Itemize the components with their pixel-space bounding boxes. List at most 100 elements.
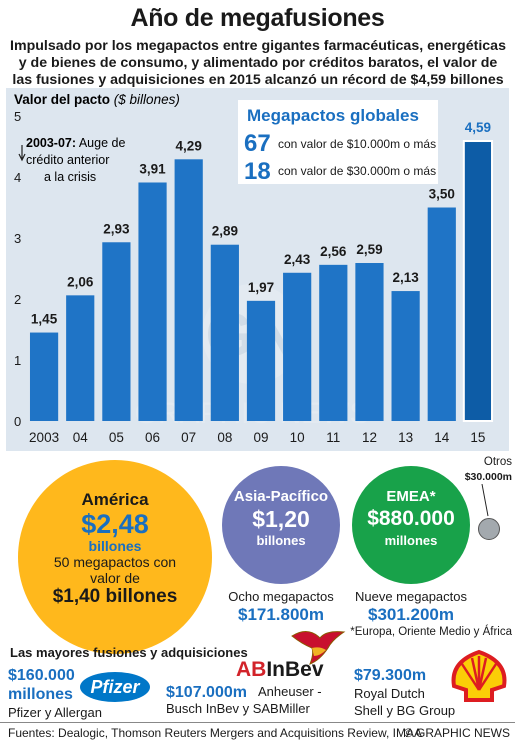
megapactos-text-1: con valor de $10.000m o más [278,137,436,151]
footer-divider [0,722,515,723]
svg-text:Valor del pacto ($ billone: Valor del pacto ($ billones) [14,92,180,107]
emea-value: $880.000 [367,507,455,530]
bar [283,272,312,421]
emea-unit: millones [384,533,438,548]
bar [102,242,131,421]
bar-value-label: 2,59 [356,242,382,257]
deal1-value-line1: $160.000 [8,667,75,684]
america-deals-line1: 50 megapactos con [53,554,177,570]
america-deals-value: $1,40 billones [52,586,178,607]
y-tick-label: 3 [14,231,21,246]
otros-label: Otros [483,456,512,468]
asia-circle: Asia-Pacífico $1,20 billones [222,466,340,584]
america-value: $2,48 [81,509,149,539]
otros-pointer [481,484,489,517]
deal3-value: $79.300m [354,667,427,684]
otros-value: $30.000m [464,471,512,483]
page-subtitle: Impulsado por los megapactos entre gigan… [10,38,506,88]
x-tick-label: 07 [181,430,196,445]
bar-value-label: 2,93 [103,221,130,236]
bar-value-label: 2,43 [284,252,311,267]
x-tick-label: 11 [326,430,340,445]
y-tick-label: 1 [14,353,21,368]
bar-value-label: 2,89 [212,224,238,239]
deal1-value-line2: millones [8,686,73,703]
pfizer-logo: Pfizer [80,672,150,702]
bar-value-label: 1,97 [248,280,274,295]
x-tick-label: 08 [217,430,232,445]
america-deals-line2: valor de [90,570,140,586]
asia-name: Asia-Pacífico [233,488,329,505]
emea-circle: EMEA* $880.000 millones [352,466,470,584]
bar-value-label: 2,13 [392,270,419,285]
bar-value-label: 4,59 [465,120,491,135]
deal3-names-line1: Royal Dutch [354,686,425,701]
shell-icon [451,649,507,702]
megapactos-count-2: 18 [244,158,271,185]
asia-deals-label: Ocho megapactos [228,589,334,604]
bar [355,263,384,421]
x-tick-label: 09 [253,430,268,445]
bar-chart: GN GRAPHIC NEWS 1,4520032,06042,93053,91… [14,92,494,445]
megapactos-count-1: 67 [244,130,271,157]
deal3-names-line2: Shell y BG Group [354,703,456,718]
y-axis-unit: ($ billones) [114,92,180,107]
deal2-value: $107.000m [166,684,247,701]
y-tick-label: 4 [14,170,21,185]
bar-value-label: 1,45 [31,312,58,327]
biggest-heading: Las mayores fusiones y adquisiciones [10,645,248,660]
bar [462,140,494,422]
bar [391,291,420,421]
chart-annotation: 2003-07: Auge de crédito anterior a la c… [26,136,129,184]
america-circle: América $2,48 billones 50 megapactos con… [18,460,212,654]
megapactos-text-2: con valor de $30.000m o más [278,164,436,178]
bar [319,264,348,421]
x-tick-label: 10 [290,430,305,445]
emea-footnote: *Europa, Oriente Medio y África [350,626,512,638]
x-tick-label: 15 [470,430,485,445]
emea-deals-label: Nueve megapactos [354,589,467,604]
x-tick-label: 13 [398,430,413,445]
y-axis-title: Valor del pacto [14,92,110,107]
deal2-names-line2: Busch InBev y SABMiller [166,701,310,716]
deal2-names-line1: Anheuser - [258,684,322,699]
megapactos-box [238,100,438,184]
x-tick-label: 14 [434,430,450,445]
asia-value: $1,20 [252,506,310,532]
bar-value-label: 3,50 [429,187,455,202]
bar [138,182,167,421]
bar [210,244,239,421]
otros-circle [478,518,500,540]
bar [427,207,456,421]
abinbev-logo: ABInBev [236,658,324,681]
footer-sources: Fuentes: Dealogic, Thomson Reuters Merge… [8,726,422,740]
x-tick-label: 06 [145,430,160,445]
y-tick-label: 0 [14,414,21,429]
footer-credit: © GRAPHIC NEWS [403,726,510,740]
y-tick-label: 5 [14,109,21,124]
x-tick-label: 2003 [29,430,59,445]
asia-deals-value: $171.800m [237,605,325,624]
america-unit: billones [88,538,142,554]
deal1-names: Pfizer y Allergan [8,705,102,720]
bar [29,332,59,421]
bar-value-label: 2,06 [67,274,94,289]
america-name: América [81,490,149,509]
megapactos-title: Megapactos globales [247,106,419,125]
emea-deals-value: $301.200m [367,605,455,624]
annotation-arrow [18,145,26,162]
x-tick-label: 05 [109,430,124,445]
page-title: Año de megafusiones [130,4,385,32]
asia-unit: billones [256,533,306,548]
bar-value-label: 2,56 [320,244,347,259]
x-tick-label: 12 [362,430,377,445]
y-tick-label: 2 [14,292,21,307]
x-tick-label: 04 [73,430,89,445]
bar [66,295,95,421]
bar [174,159,203,421]
bar-value-label: 3,91 [139,161,166,176]
emea-name: EMEA* [386,488,436,505]
bar-value-label: 4,29 [176,138,202,153]
eagle-icon [291,631,346,665]
bar [246,300,276,421]
